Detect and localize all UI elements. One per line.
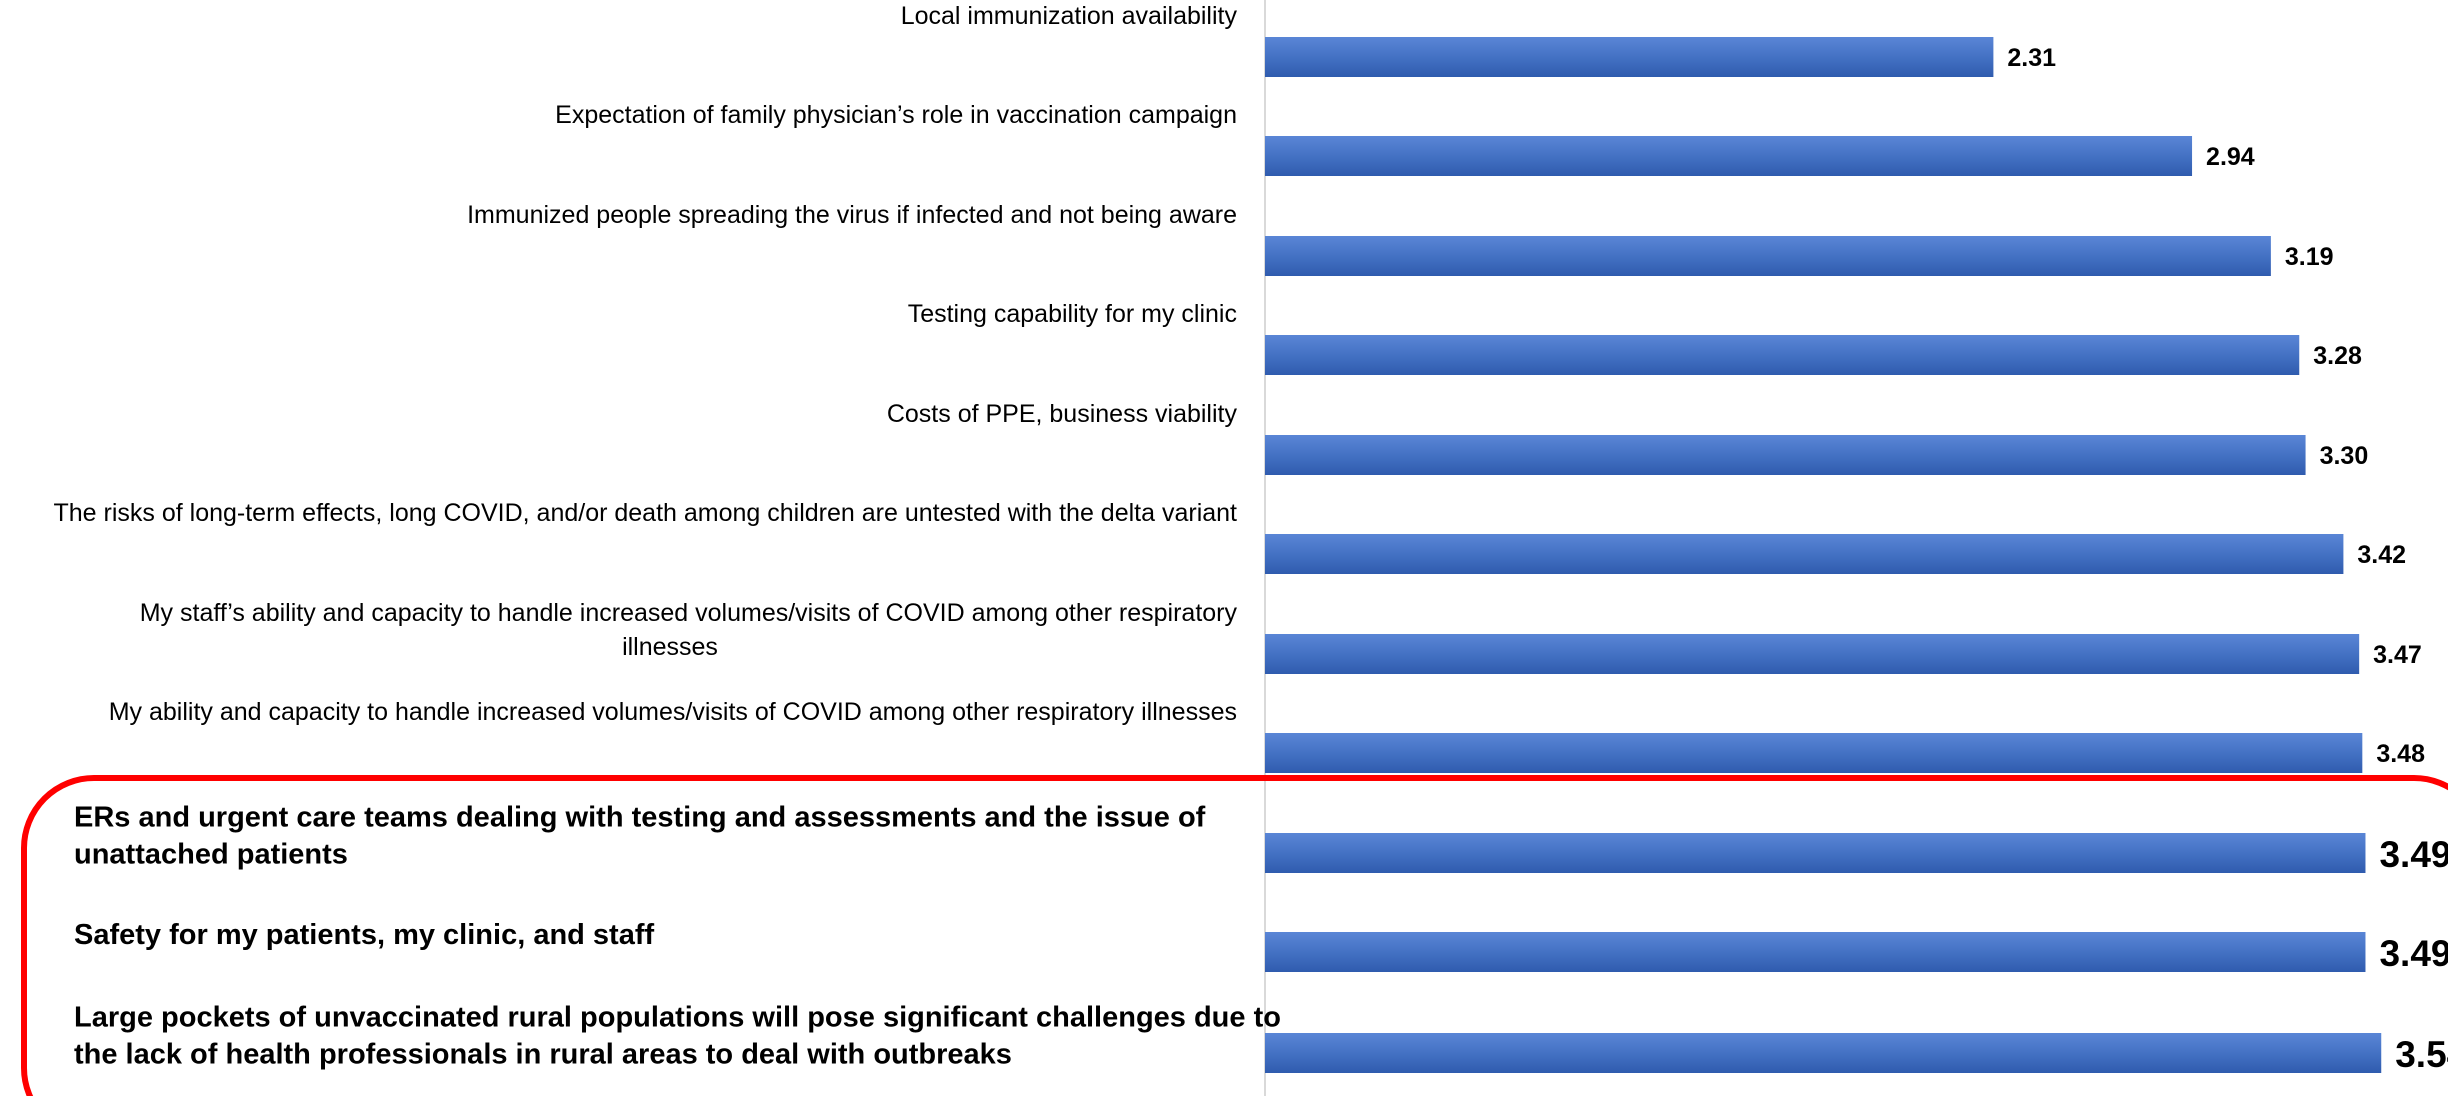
category-label-6: My staff’s ability and capacity to handl… [140, 599, 1238, 661]
value-label-8: 3.49 [2379, 834, 2448, 875]
bar-1 [1265, 136, 2193, 176]
category-label-line: unattached patients [74, 839, 348, 871]
bar-2 [1265, 236, 2271, 276]
highlight-box [21, 775, 2448, 1096]
bars-group [1265, 37, 2382, 1073]
bar-9 [1265, 932, 2366, 972]
category-label-line: Costs of PPE, business viability [887, 400, 1238, 428]
bar-5 [1265, 534, 2344, 574]
value-label-10: 3.54 [2395, 1034, 2448, 1075]
category-label-line: The risks of long-term effects, long COV… [54, 499, 1238, 527]
category-label-line: My staff’s ability and capacity to handl… [140, 599, 1238, 627]
value-label-1: 2.94 [2206, 143, 2255, 171]
category-label-line: Expectation of family physician’s role i… [555, 101, 1237, 129]
category-label-line: Safety for my patients, my clinic, and s… [74, 919, 654, 951]
bar-4 [1265, 435, 2306, 475]
category-label-1: Expectation of family physician’s role i… [555, 101, 1237, 129]
bar-0 [1265, 37, 1994, 77]
category-label-8: ERs and urgent care teams dealing with t… [74, 802, 1206, 871]
category-label-2: Immunized people spreading the virus if … [467, 201, 1237, 229]
category-label-line: ERs and urgent care teams dealing with t… [74, 802, 1206, 834]
value-label-4: 3.30 [2320, 442, 2369, 470]
value-label-0: 2.31 [2007, 44, 2056, 72]
category-label-0: Local immunization availability [901, 2, 1238, 30]
bar-8 [1265, 833, 2366, 873]
category-label-5: The risks of long-term effects, long COV… [54, 499, 1238, 527]
category-label-line: Immunized people spreading the virus if … [467, 201, 1237, 229]
category-label-line: Testing capability for my clinic [908, 300, 1237, 328]
value-label-7: 3.48 [2376, 740, 2425, 768]
value-label-9: 3.49 [2379, 933, 2448, 974]
value-labels-group: 2.31 2.94 3.19 3.28 3.30 3.42 3.47 3.48 3.49 3.49… [2007, 44, 2448, 1075]
category-label-10: Large pockets of unvaccinated rural popu… [74, 1002, 1281, 1071]
category-label-line: Large pockets of unvaccinated rural popu… [74, 1002, 1281, 1034]
value-label-5: 3.42 [2357, 541, 2406, 569]
bar-6 [1265, 634, 2360, 674]
category-label-4: Costs of PPE, business viability [887, 400, 1238, 428]
category-label-line: Local immunization availability [901, 2, 1238, 30]
category-labels-group: Local immunization availability Expectati… [54, 2, 1281, 1071]
bar-3 [1265, 335, 2300, 375]
category-label-7: My ability and capacity to handle increa… [109, 698, 1237, 726]
value-label-6: 3.47 [2373, 641, 2422, 669]
category-label-9: Safety for my patients, my clinic, and s… [74, 919, 654, 951]
bar-7 [1265, 733, 2363, 773]
category-label-line: the lack of health professionals in rura… [74, 1039, 1012, 1071]
category-label-line: My ability and capacity to handle increa… [109, 698, 1237, 726]
bar-10 [1265, 1033, 2382, 1073]
value-label-3: 3.28 [2313, 342, 2362, 370]
value-label-2: 3.19 [2285, 243, 2334, 271]
category-label-3: Testing capability for my clinic [908, 300, 1237, 328]
category-label-line: illnesses [622, 633, 718, 661]
